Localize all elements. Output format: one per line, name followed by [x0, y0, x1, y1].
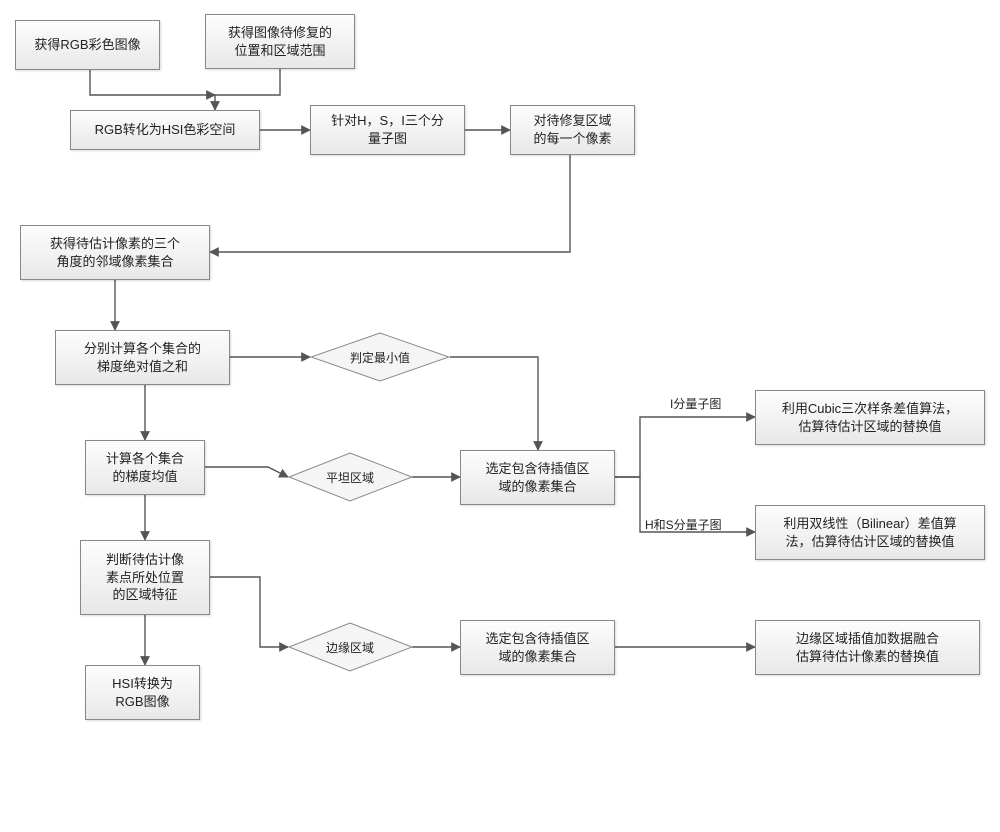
diamond-edge-region: 边缘区域	[288, 622, 413, 672]
node-select-set-flat: 选定包含待插值区域的像素集合	[460, 450, 615, 505]
node-neighbor-sets: 获得待估计像素的三个角度的邻域像素集合	[20, 225, 210, 280]
node-select-set-edge: 选定包含待插值区域的像素集合	[460, 620, 615, 675]
diamond-min-label: 判定最小值	[350, 349, 410, 366]
node-each-pixel: 对待修复区域的每一个像素	[510, 105, 635, 155]
diamond-flat-region: 平坦区域	[288, 452, 413, 502]
node-gradient-abs-sum: 分别计算各个集合的梯度绝对值之和	[55, 330, 230, 385]
diamond-edge-label: 边缘区域	[326, 639, 374, 656]
node-rgb-image: 获得RGB彩色图像	[15, 20, 160, 70]
node-repair-region: 获得图像待修复的位置和区域范围	[205, 14, 355, 69]
node-hsi-components: 针对H，S，I三个分量子图	[310, 105, 465, 155]
node-cubic-spline: 利用Cubic三次样条差值算法，估算待估计区域的替换值	[755, 390, 985, 445]
node-edge-fusion: 边缘区域插值加数据融合估算待估计像素的替换值	[755, 620, 980, 675]
node-hsi-to-rgb: HSI转换为RGB图像	[85, 665, 200, 720]
node-region-feature: 判断待估计像素点所处位置的区域特征	[80, 540, 210, 615]
node-bilinear: 利用双线性（Bilinear）差值算法，估算待估计区域的替换值	[755, 505, 985, 560]
diamond-flat-label: 平坦区域	[326, 469, 374, 486]
node-gradient-mean: 计算各个集合的梯度均值	[85, 440, 205, 495]
node-rgb-to-hsi: RGB转化为HSI色彩空间	[70, 110, 260, 150]
diamond-min-value: 判定最小值	[310, 332, 450, 382]
edge-label-hs-component: H和S分量子图	[645, 516, 722, 533]
edge-label-i-component: I分量子图	[670, 395, 721, 412]
